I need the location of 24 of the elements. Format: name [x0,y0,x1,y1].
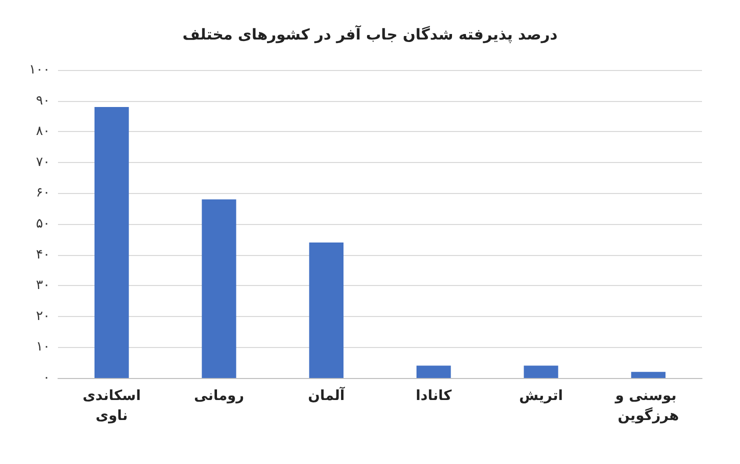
bar [416,366,451,378]
chart-title: درصد پذیرفته شدگان جاب آفر در کشورهای مختلف [182,24,558,44]
x-tick-label: اسکاندیناوی [82,388,141,424]
bar [94,106,129,378]
bar [631,372,666,378]
y-tick-label: ۰ [43,370,50,386]
y-tick-label: ۲۰ [36,308,50,324]
x-tick-label: رومانی [194,388,244,404]
x-tick-label: آلمان [308,386,346,404]
x-tick-label: اتریش [519,388,563,404]
y-tick-label: ۴۰ [36,247,50,262]
y-tick-label: ۶۰ [36,186,50,201]
bar [524,366,558,378]
y-tick-label: ۱۰۰ [29,62,50,78]
bar [202,199,236,378]
y-tick-label: ۹۰ [36,93,50,108]
x-tick-label: کانادا [416,388,452,404]
y-tick-label: ۷۰ [36,154,50,170]
y-tick-label: ۱۰ [36,340,50,355]
bar [309,242,344,378]
y-tick-label: ۸۰ [36,124,50,140]
y-tick-label: ۳۰ [36,278,50,294]
x-tick-label: بوسنی و هرزگوین [614,388,682,424]
y-tick-label: ۵۰ [36,216,50,232]
